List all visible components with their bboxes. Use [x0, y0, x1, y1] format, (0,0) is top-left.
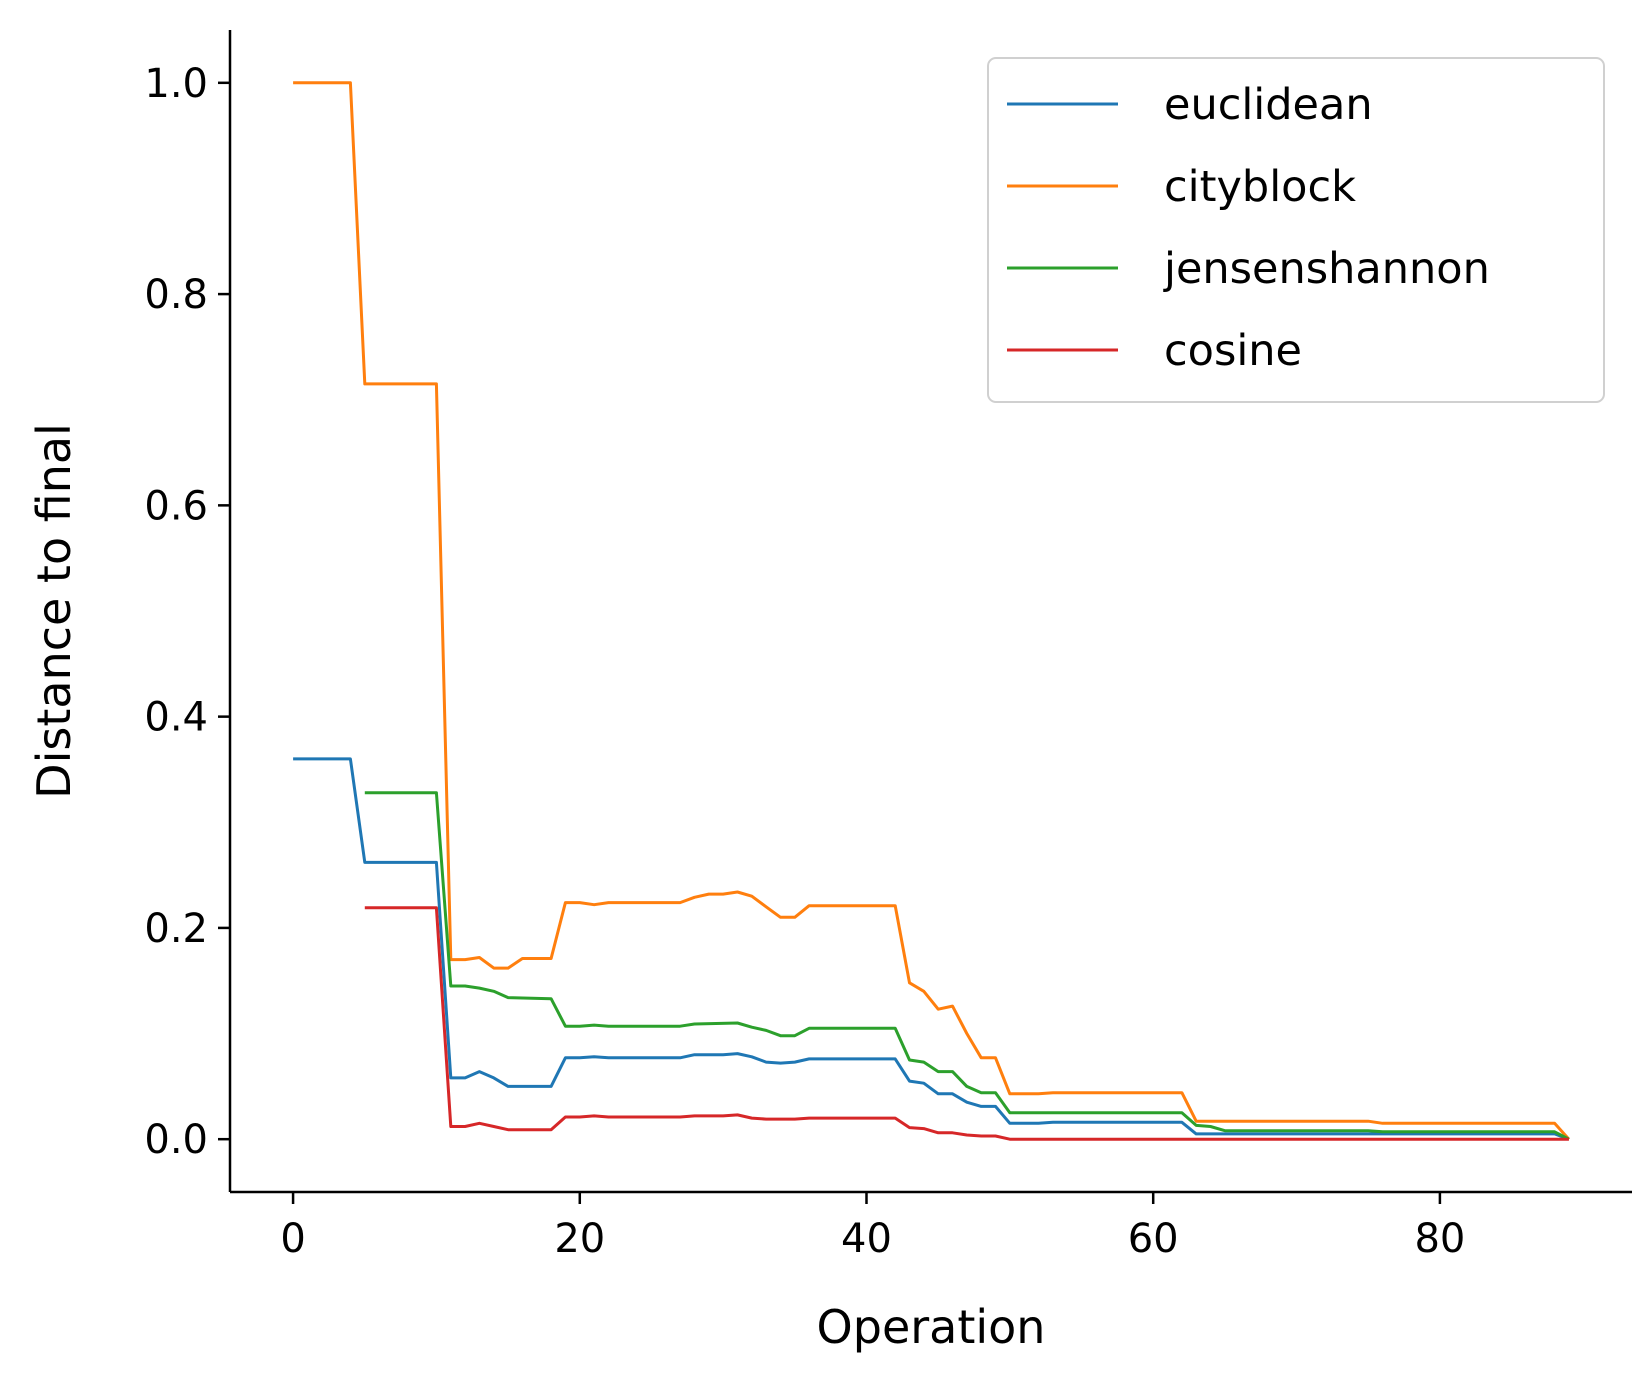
x-tick-label: 0 — [280, 1216, 305, 1262]
x-axis-title: Operation — [817, 1300, 1046, 1354]
x-tick-label: 40 — [841, 1216, 892, 1262]
legend: euclidean cityblock jensenshannon cosine — [987, 57, 1605, 403]
x-tick-label: 80 — [1414, 1216, 1465, 1262]
legend-entries: euclidean cityblock jensenshannon cosine — [1007, 80, 1490, 376]
y-tick-label: 0.8 — [144, 272, 208, 318]
series-line-cosine — [364, 906, 1569, 1141]
legend-label-cityblock: cityblock — [1164, 162, 1356, 212]
series-layer — [293, 81, 1571, 1141]
axes — [228, 30, 1632, 1194]
legend-label-cosine: cosine — [1164, 326, 1302, 376]
x-tick-label: 20 — [554, 1216, 605, 1262]
legend-box — [987, 57, 1605, 403]
y-tick-label: 0.2 — [144, 906, 208, 952]
series-line-cityblock — [293, 81, 1571, 1141]
y-tick-label: 0.6 — [144, 483, 208, 529]
y-tick-label: 1.0 — [144, 61, 208, 107]
series-line-euclidean — [293, 757, 1570, 1141]
y-tick-label: 0.4 — [144, 695, 208, 741]
x-tick-label: 60 — [1128, 1216, 1179, 1262]
x-ticks: 0 20 40 60 80 — [280, 1192, 1465, 1262]
legend-label-euclidean: euclidean — [1164, 80, 1373, 130]
series-line-jensenshannon — [364, 791, 1570, 1141]
y-axis-title: Distance to final — [27, 423, 81, 799]
y-tick-label: 0.0 — [144, 1117, 208, 1163]
y-ticks: 0.0 0.2 0.4 0.6 0.8 1.0 — [144, 61, 230, 1163]
legend-label-jensenshannon: jensenshannon — [1163, 244, 1490, 294]
